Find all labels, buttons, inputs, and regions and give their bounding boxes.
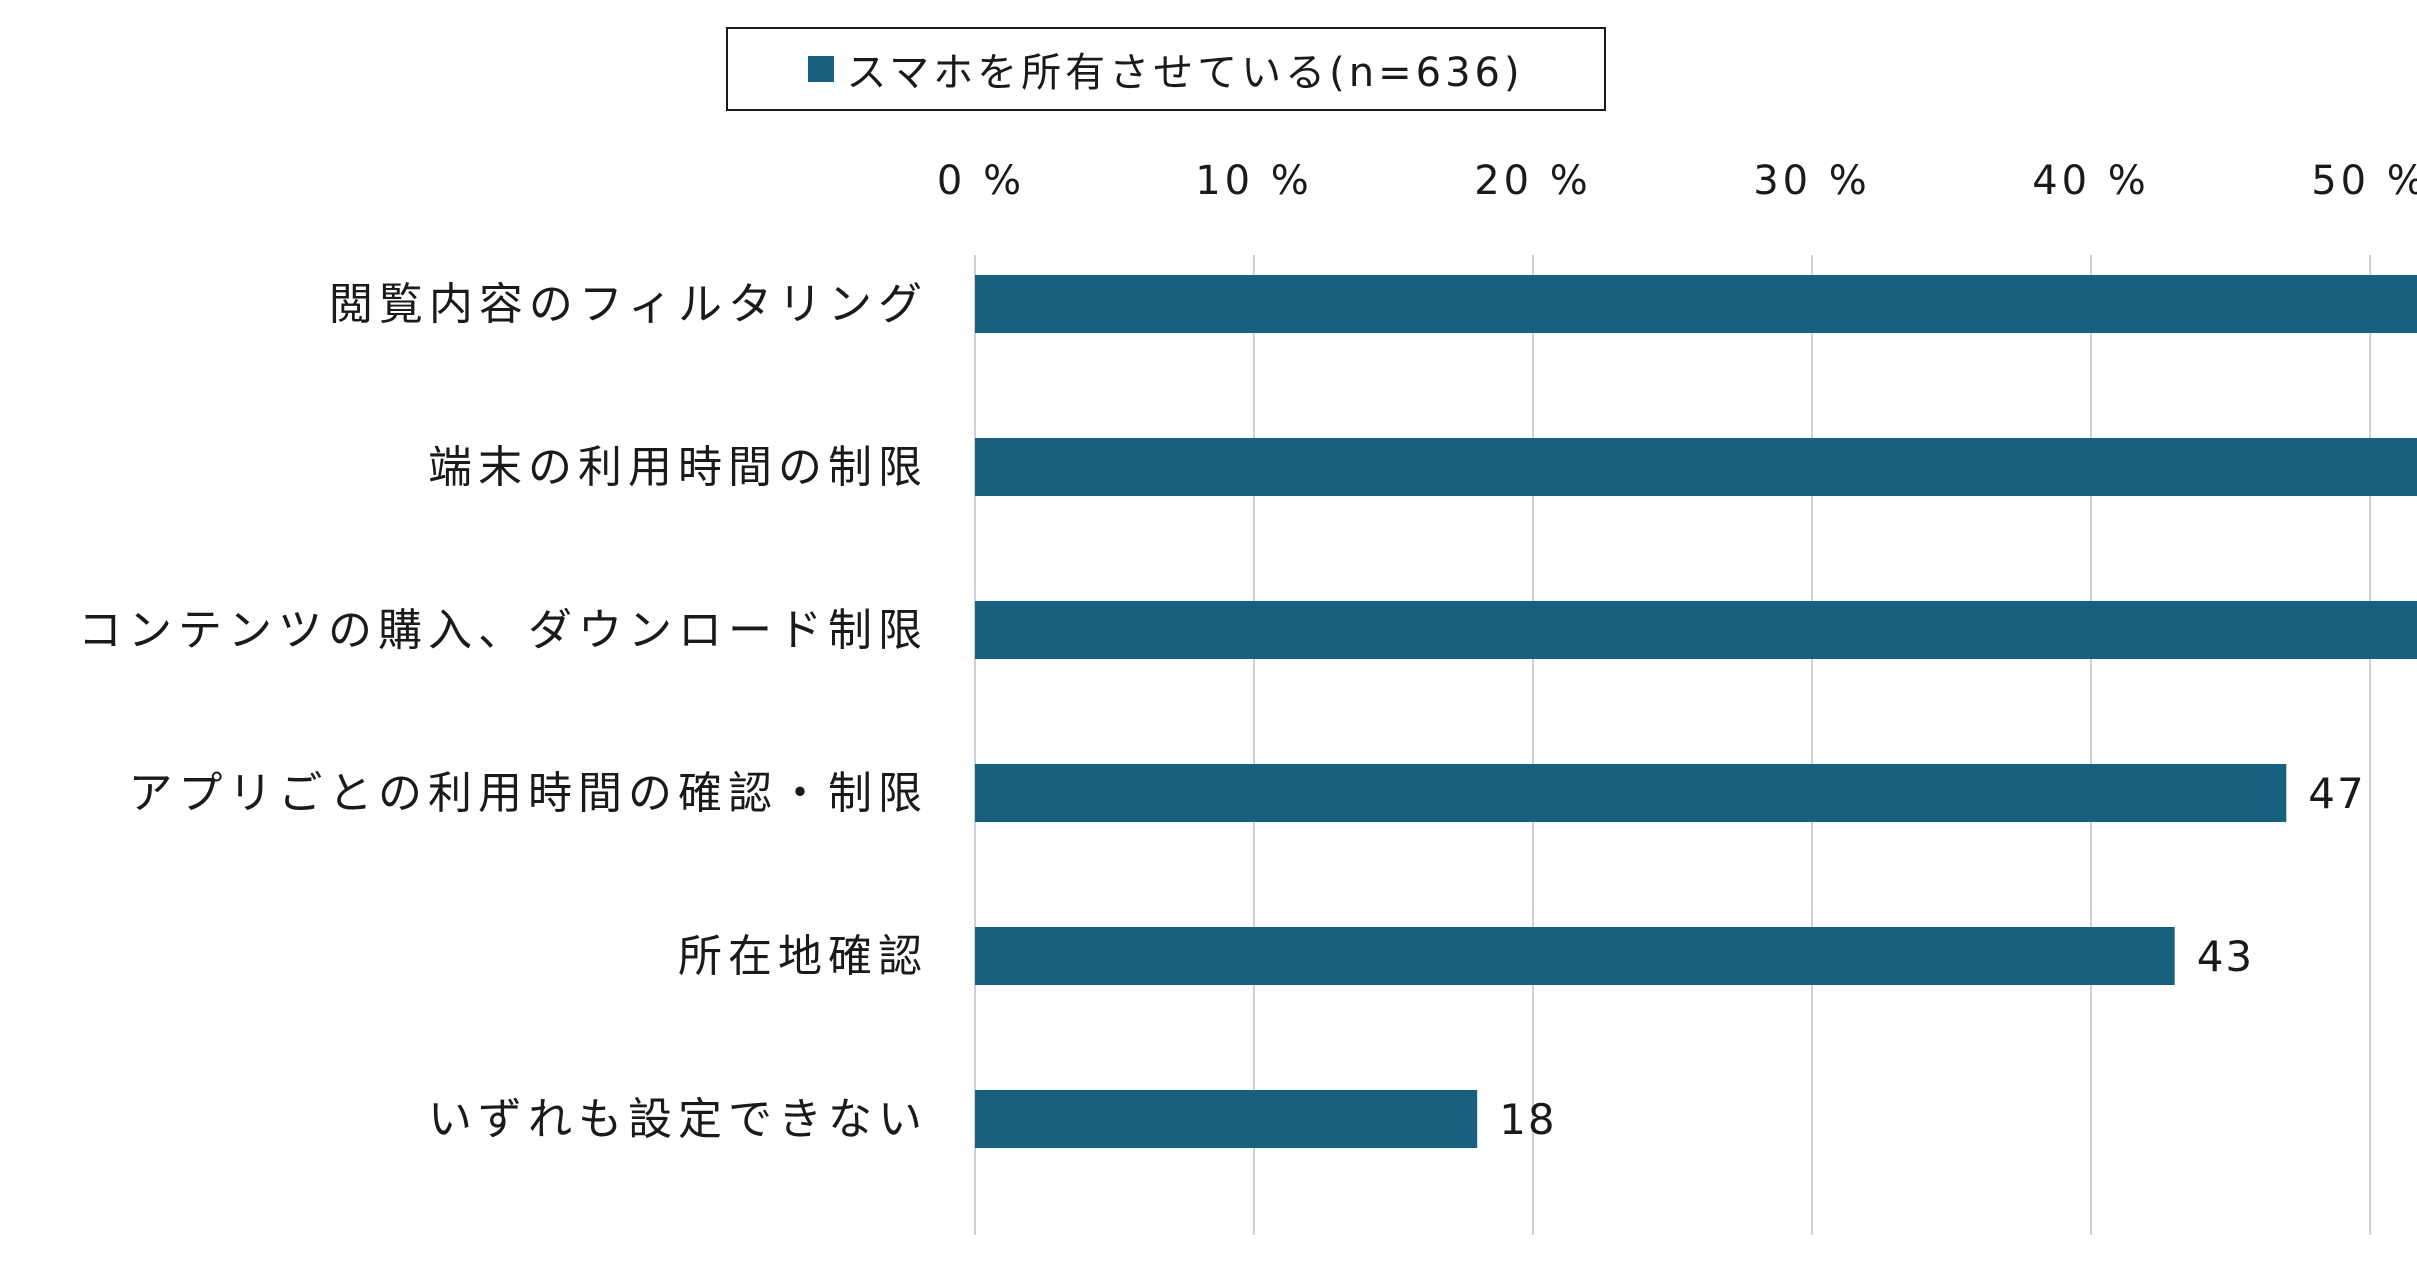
bar <box>975 764 2287 822</box>
legend-swatch <box>808 56 835 82</box>
data-label: 18 <box>1499 1095 1556 1144</box>
data-labels: 695758474318 <box>1499 769 2365 1144</box>
x-tick-label: 10 % <box>1195 158 1313 204</box>
category-label: アプリごとの利用時間の確認・制限 <box>128 768 928 819</box>
category-label: 閲覧内容のフィルタリング <box>329 279 928 330</box>
x-tick-label: 20 % <box>1474 158 1592 204</box>
legend-label: スマホを所有させている(n=636) <box>846 50 1524 96</box>
data-label: 43 <box>2197 932 2254 981</box>
bar <box>975 927 2175 985</box>
bar <box>975 1090 1478 1148</box>
x-tick-label: 50 % <box>2311 158 2417 204</box>
x-tick-label: 30 % <box>1753 158 1871 204</box>
x-tick-label: 40 % <box>2032 158 2150 204</box>
category-label: いずれも設定できない <box>428 1094 928 1145</box>
bar <box>975 601 2417 659</box>
bar <box>975 275 2417 333</box>
bar <box>975 438 2417 496</box>
legend: スマホを所有させている(n=636) <box>726 27 1606 111</box>
data-label: 47 <box>2308 769 2365 818</box>
category-labels: 閲覧内容のフィルタリング端末の利用時間の制限コンテンツの購入、ダウンロード制限ア… <box>78 279 928 1145</box>
bars <box>975 275 2417 1148</box>
category-label: 端末の利用時間の制限 <box>428 442 928 493</box>
category-label: 所在地確認 <box>678 931 928 982</box>
category-label: コンテンツの購入、ダウンロード制限 <box>78 605 928 656</box>
gridlines <box>974 255 2371 1235</box>
x-tick-label: 0 % <box>937 158 1025 204</box>
x-tick-labels: 0 %10 %20 %30 %40 %50 %60 %70 % <box>937 158 2417 204</box>
